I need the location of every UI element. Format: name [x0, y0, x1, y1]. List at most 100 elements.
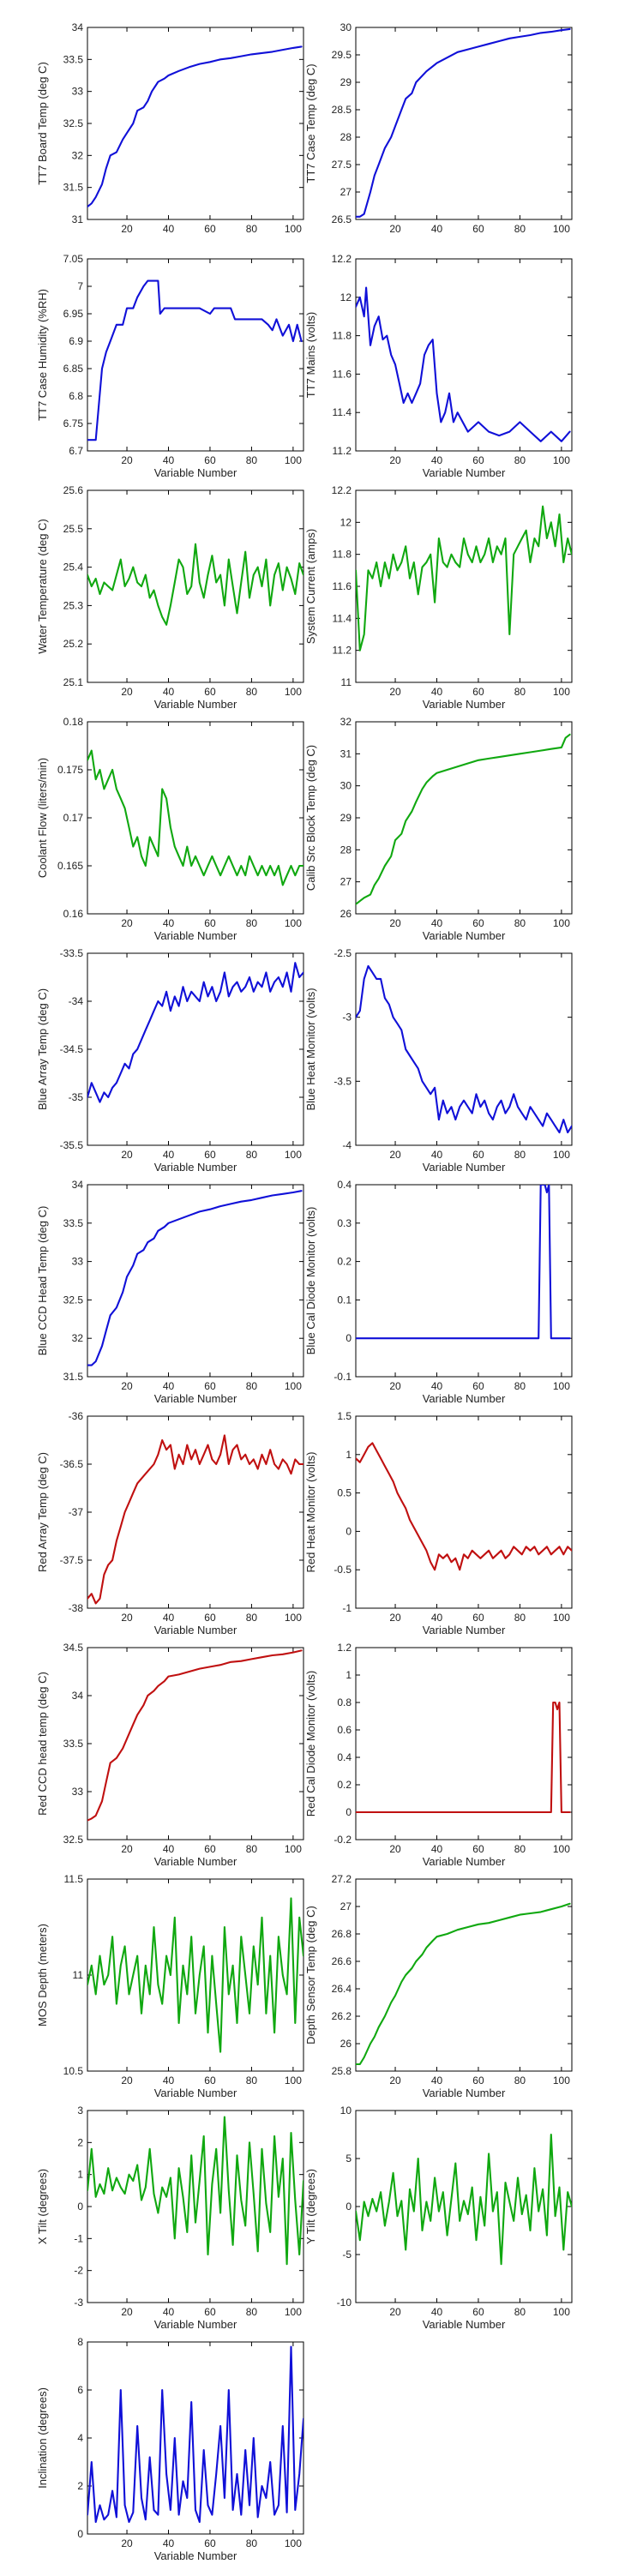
y-tick-label: 11.5 — [64, 1873, 84, 1885]
plot-area — [355, 1415, 573, 1609]
y-tick-label: 5 — [346, 2153, 352, 2165]
y-axis-label: Red Array Temp (deg C) — [36, 1452, 49, 1572]
x-tick-label: 40 — [163, 223, 175, 235]
y-axis-label: Y Tilt (degrees) — [304, 2169, 317, 2244]
y-tick-label: -37 — [69, 1506, 84, 1518]
x-tick-label: 100 — [285, 1149, 302, 1161]
x-tick-label: 20 — [121, 917, 133, 929]
x-tick-label: 60 — [472, 686, 484, 698]
x-tick-label: 40 — [431, 686, 443, 698]
x-axis-label: Variable Number — [423, 929, 506, 942]
y-tick-label: 1 — [77, 2169, 83, 2181]
y-axis-label: TT7 Board Temp (deg C) — [36, 62, 49, 185]
x-tick-label: 100 — [553, 2075, 570, 2087]
y-tick-label: 11.4 — [333, 406, 352, 418]
plot-area — [87, 258, 304, 452]
plot-area — [355, 1878, 573, 2072]
x-tick-label: 60 — [204, 1612, 216, 1624]
y-axis-label: Coolant Flow (liters/min) — [36, 758, 49, 878]
x-tick-label: 40 — [431, 454, 443, 466]
y-axis-label: System Current (amps) — [304, 529, 317, 644]
series-line — [356, 1902, 571, 2066]
x-tick-label: 80 — [514, 1843, 526, 1855]
y-tick-label: -1 — [74, 2232, 83, 2244]
x-tick-label: 80 — [246, 686, 258, 698]
y-axis-label: Blue Cal Diode Monitor (volts) — [304, 1207, 317, 1355]
x-tick-label: 60 — [472, 917, 484, 929]
x-tick-label: 60 — [472, 1380, 484, 1392]
y-tick-label: 7.05 — [63, 253, 84, 265]
y-tick-label: -0.5 — [334, 1564, 352, 1576]
y-tick-label: 27.5 — [332, 159, 352, 171]
x-tick-label: 100 — [553, 1380, 570, 1392]
x-tick-label: 80 — [514, 2075, 526, 2087]
x-tick-label: 20 — [121, 686, 133, 698]
x-tick-label: 100 — [285, 223, 302, 235]
y-tick-label: 12 — [340, 516, 352, 528]
y-tick-label: -0.1 — [334, 1371, 352, 1383]
x-tick-label: 100 — [553, 2306, 570, 2318]
x-tick-label: 80 — [514, 917, 526, 929]
series-line — [87, 1190, 303, 1366]
x-tick-label: 20 — [389, 223, 401, 235]
x-tick-label: 20 — [389, 686, 401, 698]
plot-area — [87, 1647, 304, 1840]
y-axis-label: Blue Array Temp (deg C) — [36, 988, 49, 1110]
x-tick-label: 20 — [389, 454, 401, 466]
chart-panel-19: -3 -2 -1 0 1 2 3 20 40 60 80 100 Variable Number X Ti… — [36, 2105, 304, 2331]
x-tick-label: 100 — [285, 454, 302, 466]
x-tick-label: 80 — [246, 454, 258, 466]
y-tick-label: -3 — [342, 1012, 352, 1024]
y-tick-label: 1.5 — [337, 1410, 352, 1422]
y-tick-label: 11.8 — [333, 330, 352, 342]
y-tick-label: 34 — [72, 1179, 84, 1191]
chart-panel-18: 25.8 26 26.2 26.4 26.6 26.8 27 27.2 20 40 60 80 100 V… — [304, 1873, 573, 2099]
y-tick-label: 11.4 — [333, 612, 352, 624]
y-tick-label: 25.3 — [63, 599, 84, 611]
y-tick-label: 32 — [340, 716, 352, 728]
y-tick-label: -0.2 — [334, 1834, 352, 1846]
x-axis-label: Variable Number — [423, 1392, 506, 1405]
y-tick-label: 4 — [77, 2432, 83, 2444]
plot-area — [355, 1184, 573, 1378]
y-tick-label: 6.75 — [63, 417, 84, 429]
chart-panel-4: 11.2 11.4 11.6 11.8 12 12.2 20 40 60 80 100 Variabl… — [304, 253, 573, 479]
x-tick-label: 80 — [246, 1149, 258, 1161]
x-tick-label: 20 — [121, 454, 133, 466]
x-tick-label: 60 — [204, 223, 216, 235]
x-tick-label: 60 — [204, 1380, 216, 1392]
y-tick-label: 31 — [72, 213, 84, 225]
x-tick-label: 100 — [553, 454, 570, 466]
x-axis-label: Variable Number — [154, 1161, 237, 1174]
chart-panel-20: -10 -5 0 5 10 20 40 60 80 100 Variable Number Y Til… — [304, 2105, 573, 2331]
y-tick-label: 26.8 — [332, 1928, 352, 1940]
chart-panel-8: 26 27 28 29 30 31 32 20 40 60 80 100 Variable Number… — [304, 716, 573, 942]
x-tick-label: 40 — [163, 2306, 175, 2318]
chart-panel-7: 0.16 0.165 0.17 0.175 0.18 20 40 60 80 100 Variabl… — [36, 716, 304, 942]
x-tick-label: 40 — [163, 686, 175, 698]
y-tick-label: 6.85 — [63, 363, 84, 375]
y-tick-label: 34 — [72, 21, 84, 33]
y-tick-label: -34.5 — [60, 1043, 84, 1055]
y-tick-label: -35 — [69, 1091, 84, 1103]
y-tick-label: 0.8 — [337, 1696, 352, 1708]
series-line — [87, 279, 303, 441]
y-tick-label: 25.6 — [63, 484, 84, 496]
x-tick-label: 80 — [514, 686, 526, 698]
y-tick-label: -37.5 — [60, 1554, 84, 1566]
x-tick-label: 100 — [285, 2537, 302, 2549]
x-tick-label: 20 — [121, 2075, 133, 2087]
y-tick-label: 33.5 — [63, 1217, 84, 1229]
y-tick-label: -36.5 — [60, 1458, 84, 1470]
x-tick-label: 20 — [121, 1380, 133, 1392]
x-tick-label: 20 — [121, 1612, 133, 1624]
chart-panel-13: -38 -37.5 -37 -36.5 -36 20 40 60 80 100 Variable N… — [36, 1410, 304, 1636]
series-line — [87, 1649, 303, 1822]
y-axis-label: Red Heat Monitor (volts) — [304, 1452, 317, 1573]
y-tick-label: 2 — [77, 2480, 83, 2492]
y-tick-label: 0 — [346, 1332, 352, 1344]
y-tick-label: 11 — [341, 676, 352, 688]
x-axis-label: Variable Number — [154, 698, 237, 711]
chart-panel-11: 31.5 32 32.5 33 33.5 34 20 40 60 80 100 Variable Nu… — [36, 1179, 304, 1405]
x-axis-label: Variable Number — [423, 2087, 506, 2099]
